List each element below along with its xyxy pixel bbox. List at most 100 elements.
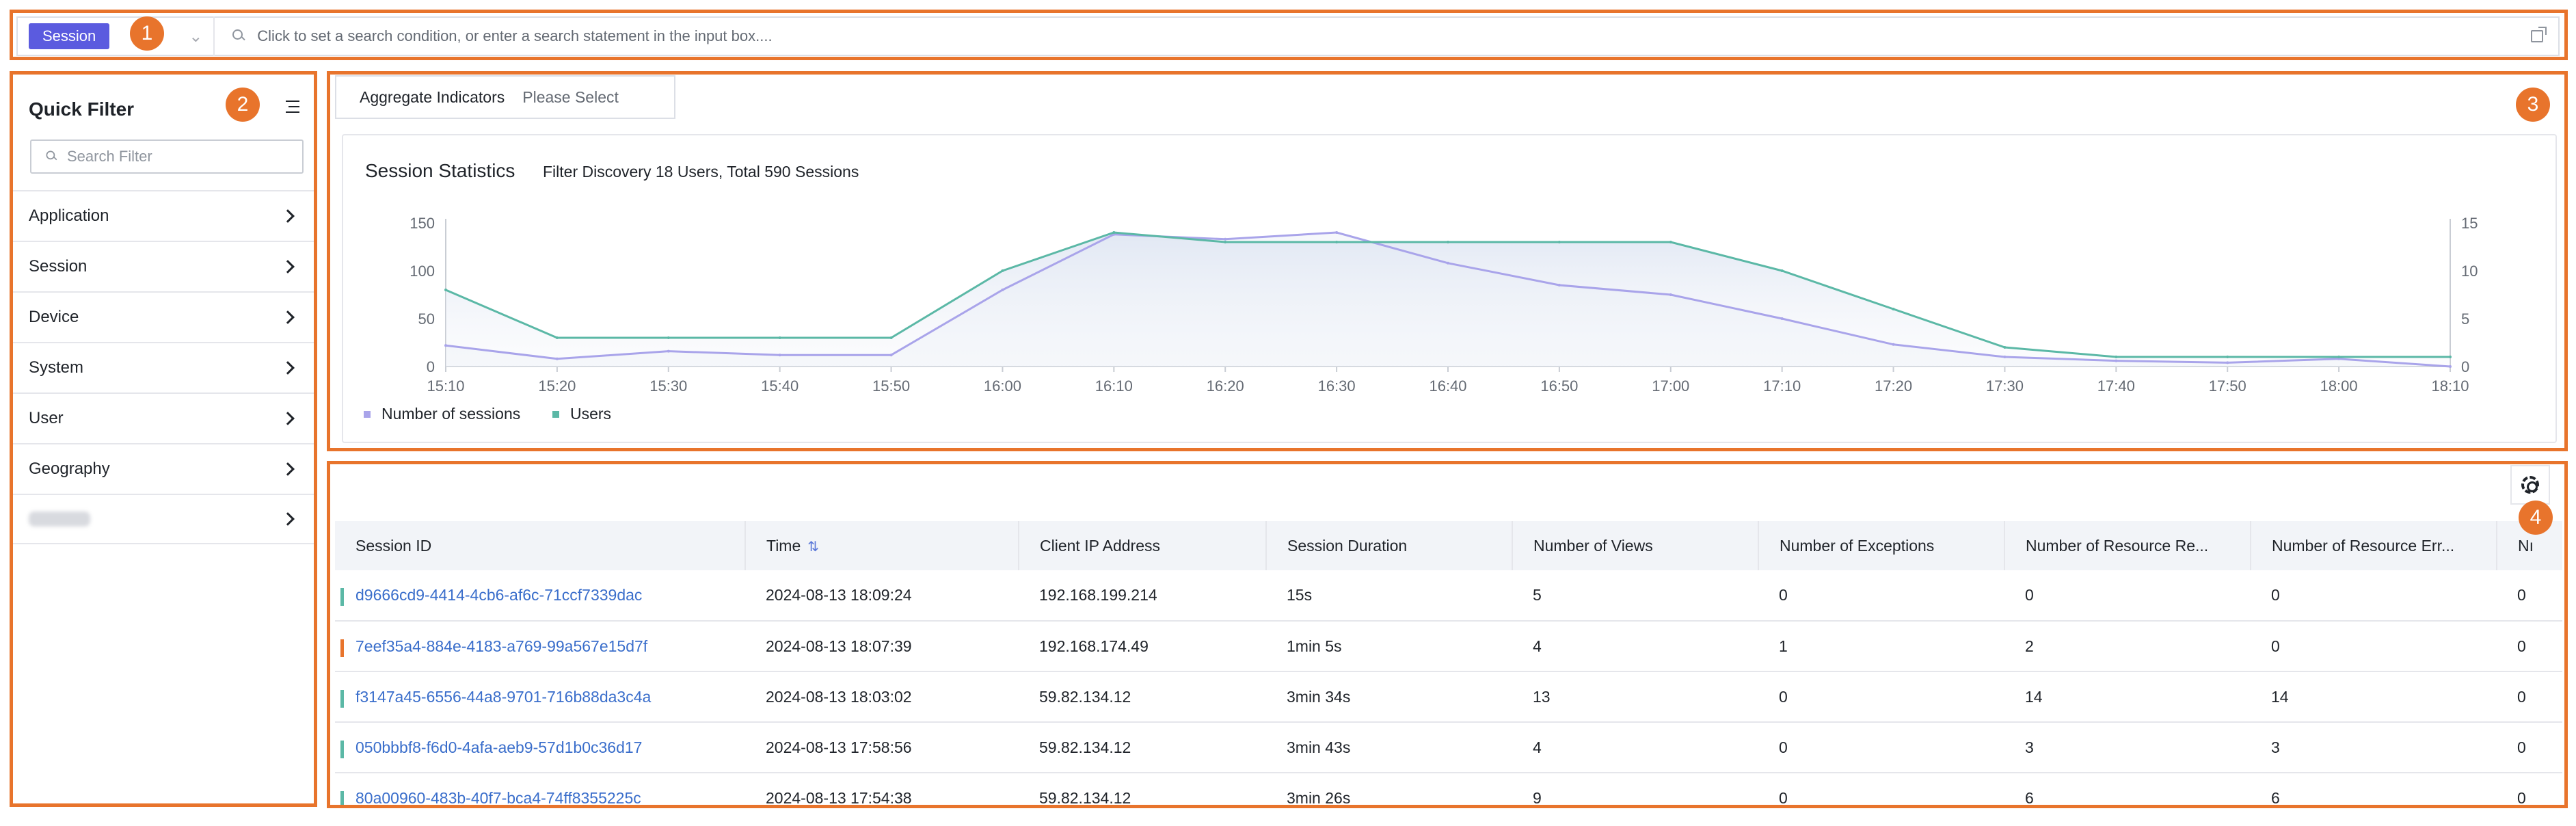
cell-number-of-exceptions: 0 [1758, 671, 2004, 723]
data-point-sessions [1669, 293, 1672, 296]
cell-value: 2024-08-13 18:07:39 [766, 637, 912, 655]
search-input[interactable]: Click to set a search condition, or ente… [257, 27, 773, 44]
column-header-session-duration[interactable]: Session Duration [1266, 521, 1513, 570]
sidebar-item-label: System [29, 358, 84, 377]
sort-icon[interactable]: ⇅ [807, 539, 820, 555]
cell-value: 0 [1779, 788, 1788, 807]
chevron-down-icon[interactable]: ⌄ [178, 16, 215, 56]
session-id-link[interactable]: 7eef35a4-884e-4183-a769-99a567e15d7f [355, 637, 648, 655]
column-header-resource-requests[interactable]: Number of Resource Re... [2004, 521, 2251, 570]
chart-subtitle: Filter Discovery 18 Users, Total 590 Ses… [543, 163, 859, 181]
x-tick-label: 18:10 [2431, 377, 2469, 395]
expand-icon[interactable] [2531, 27, 2547, 42]
chevron-right-icon [281, 260, 295, 274]
x-tick-label: 15:40 [761, 377, 799, 395]
column-header-resource-errors[interactable]: Number of Resource Err... [2251, 521, 2497, 570]
cell-value: 0 [2517, 586, 2526, 604]
cell-session-id[interactable]: d9666cd9-4414-4cb6-af6c-71ccf7339dac [335, 570, 745, 622]
cell-value: 0 [1779, 687, 1788, 706]
table-row[interactable]: d9666cd9-4414-4cb6-af6c-71ccf7339dac 2024… [335, 570, 2562, 622]
sidebar-item-application[interactable]: Application [10, 190, 316, 241]
cell-value: 0 [1779, 738, 1788, 756]
search-filter-field[interactable] [30, 139, 304, 174]
data-point-users [1112, 231, 1116, 234]
cell-value: 3min 43s [1287, 738, 1351, 756]
cell-client-ip: 59.82.134.12 [1019, 671, 1266, 723]
cell-truncated: 0 [2497, 722, 2562, 773]
search-bar[interactable]: Session ⌄ Click to set a search conditio… [16, 16, 2560, 56]
session-id-link[interactable]: d9666cd9-4414-4cb6-af6c-71ccf7339dac [355, 586, 643, 604]
table-row[interactable]: f3147a45-6556-44a8-9701-716b88da3c4a 2024… [335, 671, 2562, 723]
table-settings-button[interactable] [2510, 465, 2550, 505]
cell-truncated: 0 [2497, 570, 2562, 622]
chevron-right-icon [281, 412, 295, 425]
aggregate-indicators-value[interactable]: Please Select [522, 88, 619, 106]
x-tick-label: 16:50 [1540, 377, 1578, 395]
session-id-link[interactable]: 80a00960-483b-40f7-bca4-74ff8355225c [355, 788, 641, 807]
table-row[interactable]: 80a00960-483b-40f7-bca4-74ff8355225c 2024… [335, 773, 2562, 808]
cell-value: 2024-08-13 17:54:38 [766, 788, 912, 807]
cell-number-of-exceptions: 0 [1758, 722, 2004, 773]
x-tick-label: 16:30 [1318, 377, 1356, 395]
cell-number-of-views: 4 [1512, 621, 1758, 672]
sidebar-item-device[interactable]: Device [10, 291, 316, 342]
column-header-number-of-views[interactable]: Number of Views [1512, 521, 1759, 570]
aggregate-indicators-select[interactable]: Aggregate Indicators Please Select [335, 75, 675, 119]
search-filter-input[interactable] [67, 148, 286, 165]
sidebar-item-session[interactable]: Session [10, 241, 316, 291]
cell-number-of-views: 13 [1512, 671, 1758, 723]
data-point-users [2003, 346, 2007, 349]
data-point-users [1001, 269, 1004, 272]
cell-value: 3 [2271, 738, 2280, 756]
data-point-sessions [1780, 317, 1784, 320]
cell-truncated: 0 [2497, 773, 2562, 808]
sidebar-item-label: Session [29, 257, 88, 276]
table-row[interactable]: 7eef35a4-884e-4183-a769-99a567e15d7f 2024… [335, 621, 2562, 672]
cell-session-id[interactable]: 7eef35a4-884e-4183-a769-99a567e15d7f [335, 621, 745, 672]
cell-value: 3min 26s [1287, 788, 1351, 807]
session-id-link[interactable]: f3147a45-6556-44a8-9701-716b88da3c4a [355, 687, 652, 706]
cell-resource-requests: 2 [2004, 621, 2251, 672]
right-tick-label: 0 [2461, 358, 2469, 375]
column-header-session-id[interactable]: Session ID [335, 521, 746, 570]
status-indicator [340, 741, 344, 758]
cell-time: 2024-08-13 18:03:02 [745, 671, 1019, 723]
sidebar-item-system[interactable]: System [10, 342, 316, 392]
cell-value: 0 [2271, 586, 2280, 604]
sidebar-item-user[interactable]: User [10, 392, 316, 443]
collapse-icon[interactable] [283, 98, 301, 115]
column-header-client-ip[interactable]: Client IP Address [1019, 521, 1267, 570]
series-area-users [446, 232, 2450, 367]
column-header-time[interactable]: Time ⇅ [745, 521, 1019, 570]
data-point-sessions [555, 357, 559, 360]
session-id-link[interactable]: 050bbbf8-f6d0-4afa-aeb9-57d1b0c36d17 [355, 738, 643, 756]
cell-resource-errors: 0 [2251, 621, 2497, 672]
table-header-row: Session ID Time ⇅ Client IP Address Sessi… [335, 521, 2562, 570]
x-tick-label: 17:50 [2209, 377, 2246, 395]
legend-label-users: Users [570, 405, 611, 423]
data-point-sessions [1892, 343, 1895, 346]
table-row[interactable]: 050bbbf8-f6d0-4afa-aeb9-57d1b0c36d17 2024… [335, 722, 2562, 773]
x-tick-label: 18:00 [2320, 377, 2358, 395]
cell-value: 0 [2517, 738, 2526, 756]
cell-resource-errors: 14 [2251, 671, 2497, 723]
data-point-sessions [1447, 261, 1449, 265]
data-point-sessions [2115, 359, 2118, 362]
left-tick-label: 100 [410, 263, 435, 280]
sidebar-item-geography[interactable]: Geography [10, 443, 316, 494]
cell-value: 0 [1779, 586, 1788, 604]
aggregate-indicators-label: Aggregate Indicators [360, 88, 505, 106]
cell-session-id[interactable]: 050bbbf8-f6d0-4afa-aeb9-57d1b0c36d17 [335, 722, 745, 773]
cell-value: 14 [2271, 687, 2289, 706]
cell-resource-errors: 0 [2251, 570, 2497, 622]
sidebar-item-blurred[interactable] [10, 494, 316, 544]
cell-session-id[interactable]: f3147a45-6556-44a8-9701-716b88da3c4a [335, 671, 745, 723]
cell-value: 15s [1287, 586, 1313, 604]
cell-value: 59.82.134.12 [1039, 738, 1131, 756]
cell-session-id[interactable]: 80a00960-483b-40f7-bca4-74ff8355225c [335, 773, 745, 808]
data-point-users [1557, 241, 1561, 243]
x-tick-label: 15:20 [538, 377, 576, 395]
column-header-number-of-exceptions[interactable]: Number of Exceptions [1758, 521, 2005, 570]
session-tag[interactable]: Session [29, 23, 110, 49]
status-indicator [340, 791, 344, 808]
